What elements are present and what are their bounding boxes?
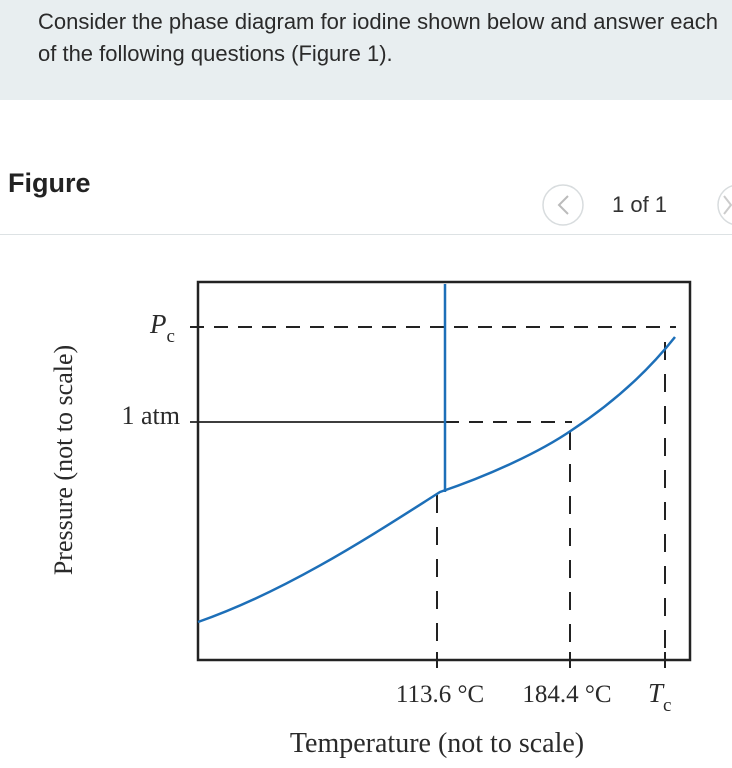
pager-text: 1 of 1 [612,192,668,217]
triple-temp-label: 113.6 °C [396,681,484,708]
phase-curve [197,336,676,624]
question-text: Consider the phase diagram for iodine sh… [38,9,718,66]
y-axis-label: Pressure (not to scale) [49,345,78,575]
question-banner: Consider the phase diagram for iodine sh… [0,0,732,100]
tc-label: Tc [648,678,671,716]
x-axis-label: Temperature (not to scale) [290,728,584,759]
atm-label: 1 atm [122,401,181,430]
boiling-temp-label: 184.4 °C [522,681,611,708]
prev-button[interactable] [542,184,584,226]
figure-title: Figure [8,168,91,198]
separator [0,234,732,235]
next-button[interactable] [717,185,732,225]
pc-label: Pc [149,309,175,347]
